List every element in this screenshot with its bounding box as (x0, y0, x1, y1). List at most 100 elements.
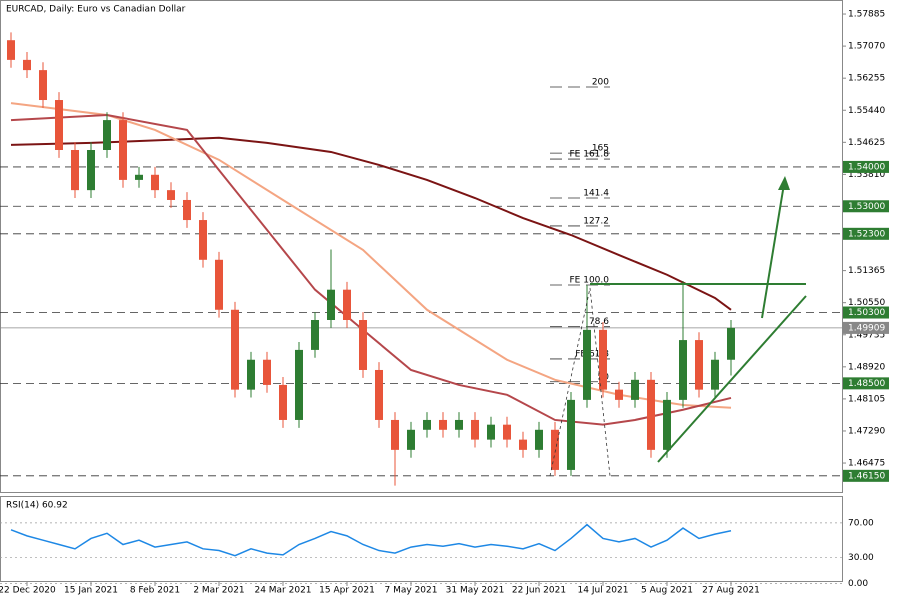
candle-body (215, 259, 223, 310)
moving-average (10, 136, 732, 311)
level-label-box (843, 377, 889, 390)
candle-body (391, 419, 399, 450)
candle-body (359, 319, 367, 370)
x-tick-label: 5 Aug 2021 (641, 586, 693, 596)
level-label-box (843, 200, 889, 213)
fib-label: 165 (592, 144, 609, 154)
support-trendline (657, 295, 807, 463)
y-tick-label: 1.48105 (848, 394, 885, 404)
y-tick-label: 1.57070 (848, 42, 885, 52)
candle-body (695, 340, 703, 390)
y-tick-label: 1.54625 (848, 138, 885, 148)
current-price-box (843, 321, 889, 334)
candle-body (23, 59, 31, 71)
x-tick-label: 22 Dec 2020 (0, 586, 56, 596)
candle-body (487, 424, 495, 440)
y-tick-label: 1.48920 (848, 362, 885, 372)
candle-body (647, 379, 655, 450)
candle-body (503, 424, 511, 440)
y-tick-label: 1.53810 (848, 170, 885, 180)
current-price-label: 1.49909 (848, 323, 885, 333)
x-tick-label: 7 May 2021 (385, 586, 438, 596)
candle-body (567, 399, 575, 470)
fib-label: 141.4 (583, 189, 609, 199)
fib-label: 127.2 (583, 216, 609, 226)
y-tick-label: 1.46475 (848, 459, 885, 469)
candle-body (631, 379, 639, 400)
candle-body (679, 340, 687, 400)
candle-body (663, 399, 671, 450)
arrow-head (778, 176, 790, 190)
level-label-box (843, 306, 889, 319)
forecast-arrow (761, 183, 785, 319)
fib-label: FE 100.0 (570, 275, 610, 285)
candle-body (327, 289, 335, 320)
level-label-box (843, 227, 889, 240)
candle-body (167, 190, 175, 200)
candle-body (727, 327, 735, 360)
candle-body (439, 419, 447, 430)
x-tick-label: 8 Feb 2021 (130, 586, 180, 596)
candle-body (119, 120, 127, 180)
candle-body (151, 174, 159, 191)
rsi-tick-label: 30.00 (848, 553, 874, 563)
candle-body (551, 429, 559, 470)
candle-body (199, 220, 207, 260)
x-tick-label: 15 Apr 2021 (319, 586, 375, 596)
level-label-box (843, 160, 889, 173)
candle-body (407, 429, 415, 450)
y-tick-label: 1.49735 (848, 330, 885, 340)
level-label-box (843, 469, 889, 482)
y-tick-label: 1.57885 (848, 10, 885, 20)
x-tick-label: 14 Jul 2021 (578, 586, 629, 596)
rsi-pane (0, 496, 843, 582)
level-label: 1.52300 (848, 229, 885, 239)
moving-average (10, 113, 732, 426)
level-label: 1.54000 (848, 162, 885, 172)
y-tick-label: 1.47290 (848, 426, 885, 436)
candle-body (55, 100, 63, 150)
drawings (549, 176, 807, 477)
candle-body (183, 199, 191, 221)
candle-body (423, 419, 431, 430)
candle-body (711, 359, 719, 390)
candle-body (295, 349, 303, 420)
candle-body (471, 419, 479, 440)
marks: 1.57885 1.57070 1.56255 1.55440 1.54625 1.538… (0, 10, 889, 596)
y-tick-label: 1.50550 (848, 298, 885, 308)
candle-body (39, 70, 47, 101)
y-tick-label: 1.56255 (848, 74, 885, 84)
fib-label: FE 61.8 (575, 349, 609, 359)
candle-body (231, 309, 239, 390)
fib-label: 200 (592, 78, 609, 88)
fib-label: FE 161.8 (570, 150, 610, 160)
y-tick-label: 1.55440 (848, 106, 885, 116)
candle-body (247, 359, 255, 390)
candle-body (615, 389, 623, 400)
level-label: 1.48500 (848, 379, 885, 389)
candle-body (519, 439, 527, 450)
level-label: 1.46150 (848, 471, 885, 481)
candle-body (343, 289, 351, 320)
candle-body (263, 359, 271, 385)
x-tick-label: 22 Jun 2021 (512, 586, 566, 596)
candle-body (599, 329, 607, 390)
price-pane (0, 0, 843, 493)
candle-body (535, 429, 543, 450)
candle-body (279, 384, 287, 420)
rsi-line (10, 523, 732, 557)
candle-body (583, 329, 591, 400)
candle-body (103, 120, 111, 150)
candle-body (375, 369, 383, 420)
rsi-tick-label: 70.00 (848, 518, 874, 528)
x-tick-label: 15 Jan 2021 (64, 586, 118, 596)
candle-body (71, 149, 79, 191)
rsi-tick-label: 0.00 (848, 579, 868, 589)
moving-average (10, 102, 732, 409)
x-tick-label: 2 Mar 2021 (193, 586, 244, 596)
level-label: 1.50300 (848, 308, 885, 318)
candle-body (7, 40, 15, 60)
level-label: 1.53000 (848, 202, 885, 212)
x-tick-label: 24 Mar 2021 (254, 586, 311, 596)
